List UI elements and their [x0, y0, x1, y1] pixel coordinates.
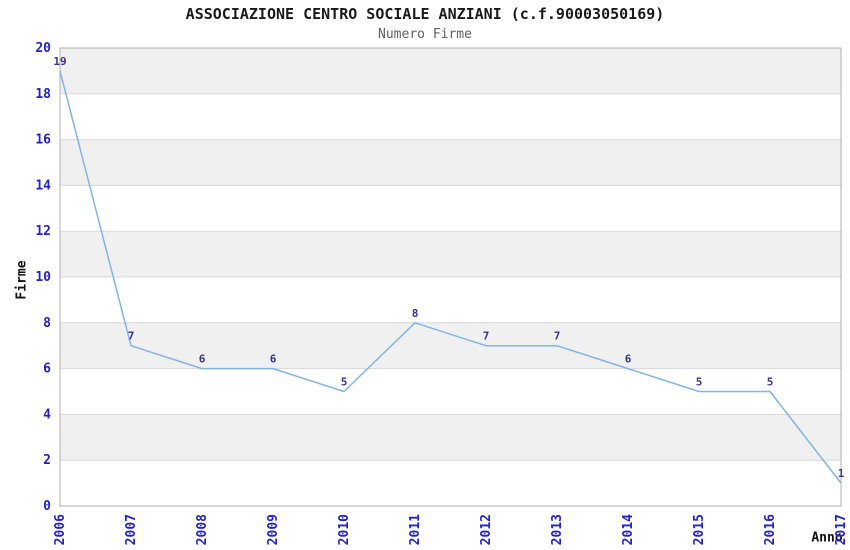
series-line: [59, 70, 842, 484]
chart-subtitle: Numero Firme: [378, 27, 472, 42]
x-tick-label: 2016: [763, 514, 778, 545]
x-tick-label: 2015: [692, 514, 707, 545]
data-point-label: 7: [554, 330, 561, 343]
data-point-label: 5: [767, 376, 774, 389]
x-tick-label: 2011: [408, 514, 423, 545]
grid-band: [60, 48, 841, 94]
x-tick-label: 2008: [195, 514, 210, 545]
y-tick-label: 4: [43, 407, 51, 422]
grid-band: [60, 414, 841, 461]
x-tick-label: 2007: [124, 514, 139, 545]
y-tick-label: 6: [43, 362, 51, 377]
grid-band: [60, 231, 841, 277]
plot-border: [59, 47, 842, 507]
x-tick-label: 2013: [550, 514, 565, 545]
y-tick-label: 2: [43, 453, 51, 468]
x-tick-label: 2012: [479, 514, 494, 545]
data-point-label: 6: [270, 353, 277, 366]
y-tick-label: 0: [43, 499, 51, 514]
x-tick-label: 2006: [53, 514, 68, 545]
data-point-label: 5: [341, 376, 348, 389]
y-tick-label: 20: [35, 41, 51, 56]
x-tick-label: 2010: [337, 514, 352, 545]
data-point-label: 1: [838, 467, 845, 480]
grid-band: [60, 322, 841, 369]
data-point-label: 6: [625, 353, 632, 366]
data-point-label: 7: [128, 330, 135, 343]
y-tick-label: 10: [35, 270, 51, 285]
data-point-label: 5: [696, 376, 703, 389]
y-tick-label: 12: [35, 224, 51, 239]
y-tick-label: 16: [35, 133, 51, 148]
y-tick-label: 18: [35, 87, 51, 102]
x-tick-label: 2017: [834, 514, 849, 545]
data-point-label: 7: [483, 330, 490, 343]
data-point-label: 19: [53, 55, 66, 68]
x-tick-label: 2009: [266, 514, 281, 545]
x-axis-title: Anno: [811, 530, 843, 546]
grid-band: [60, 139, 841, 186]
x-tick-label: 2014: [621, 514, 636, 545]
data-point-label: 8: [412, 307, 419, 320]
y-tick-label: 14: [35, 178, 51, 193]
y-tick-label: 8: [43, 316, 51, 331]
data-point-label: 6: [199, 353, 206, 366]
chart-title: ASSOCIAZIONE CENTRO SOCIALE ANZIANI (c.f…: [185, 5, 665, 23]
